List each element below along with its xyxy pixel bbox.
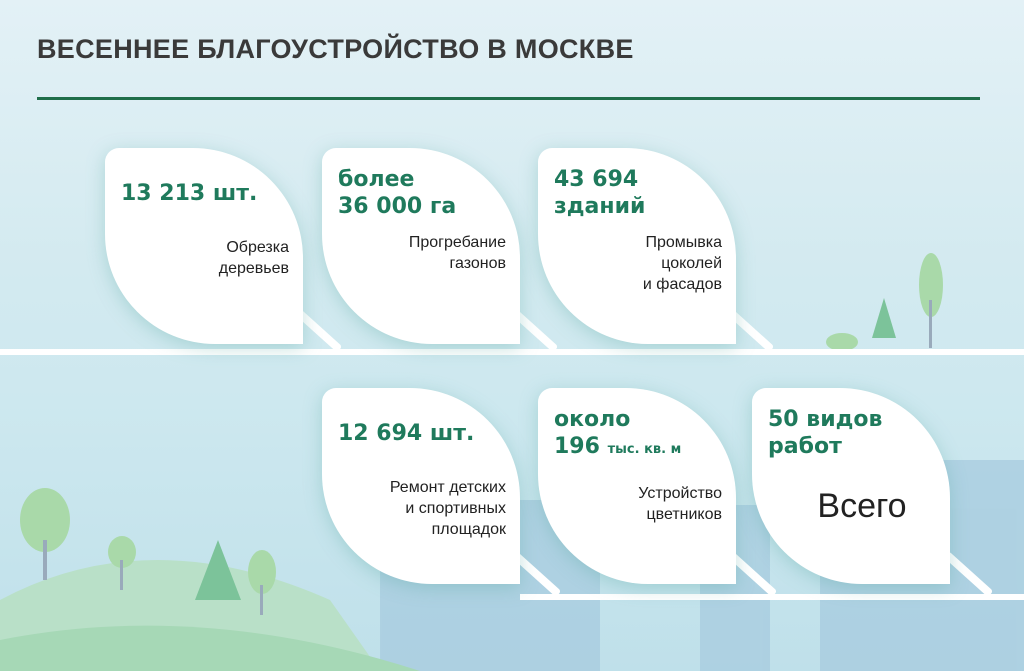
- label-line: Обрезка: [226, 239, 289, 256]
- label-line: цоколей: [661, 255, 722, 272]
- stat-label: Всего: [817, 487, 907, 525]
- label-line: и спортивных: [405, 500, 506, 517]
- label-line: и фасадов: [642, 276, 722, 293]
- stat-value: около 196 тыс. кв. м: [554, 406, 722, 463]
- stat-value: 12 694 шт.: [338, 421, 475, 446]
- stat-value: 43 694 зданий: [554, 166, 722, 220]
- stat-card-playground-repair: 12 694 шт. Ремонт детских и спортивных п…: [322, 388, 520, 584]
- stat-card-total-works: 50 видов работ Всего: [752, 388, 950, 584]
- stat-value: более 36 000 га: [338, 166, 506, 220]
- tree-icon: [20, 253, 943, 615]
- value-line: 36 000 га: [338, 194, 457, 219]
- stat-card-tree-pruning: 13 213 шт. Обрезка деревьев: [105, 148, 303, 344]
- label-line: Промывка: [645, 234, 722, 251]
- label-line: деревьев: [218, 260, 289, 277]
- label-line: газонов: [449, 255, 507, 272]
- label-line: Ремонт детских: [389, 479, 506, 496]
- label-line: Устройство: [638, 485, 722, 502]
- stat-value: 13 213 шт.: [121, 181, 258, 206]
- timeline-lower: [520, 594, 1024, 600]
- stat-label: Прогребание газонов: [338, 232, 506, 274]
- label-line: площадок: [431, 521, 506, 538]
- stat-label: Устройство цветников: [554, 483, 722, 525]
- value-line: 50 видов: [768, 407, 883, 432]
- stat-card-flowerbeds: около 196 тыс. кв. м Устройство цветнико…: [538, 388, 736, 584]
- stat-value: 50 видов работ: [768, 406, 936, 460]
- value-line: зданий: [554, 194, 646, 219]
- stat-card-facade-washing: 43 694 зданий Промывка цоколей и фасадов: [538, 148, 736, 344]
- value-line: более: [338, 167, 415, 192]
- value-line: 196: [554, 434, 600, 459]
- value-line: работ: [768, 434, 842, 459]
- page-title: ВЕСЕННЕЕ БЛАГОУСТРОЙСТВО В МОСКВЕ: [37, 34, 634, 64]
- value-line: 43 694: [554, 167, 639, 192]
- stat-label: Ремонт детских и спортивных площадок: [338, 477, 506, 540]
- timeline-upper: [0, 349, 1024, 355]
- label-line: цветников: [646, 506, 722, 523]
- value-line: около: [554, 407, 631, 432]
- stat-label: Промывка цоколей и фасадов: [554, 232, 722, 295]
- value-unit: тыс. кв. м: [607, 442, 682, 457]
- stat-label: Обрезка деревьев: [121, 237, 289, 279]
- title-divider: [37, 97, 980, 100]
- stat-card-lawn-raking: более 36 000 га Прогребание газонов: [322, 148, 520, 344]
- label-line: Прогребание: [408, 234, 506, 251]
